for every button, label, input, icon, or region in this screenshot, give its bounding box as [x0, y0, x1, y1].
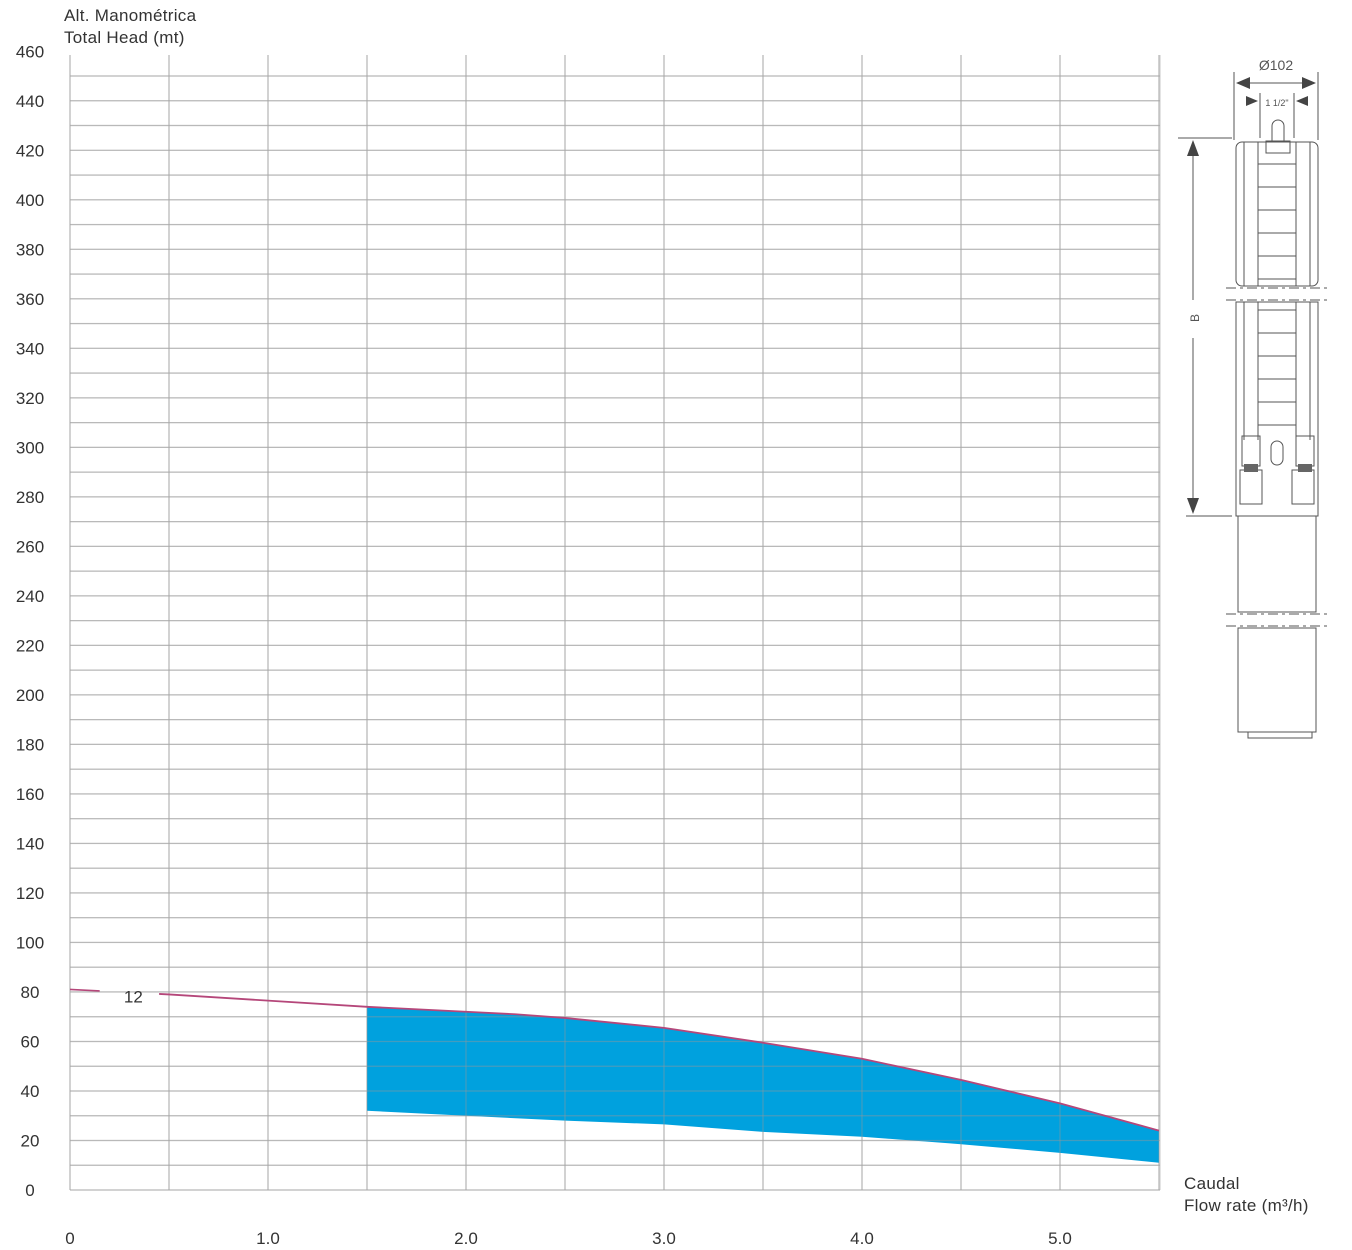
operating-range-layer [367, 1006, 1159, 1163]
y-tick-label: 180 [16, 735, 44, 754]
x-tick-label: 5.0 [1048, 1229, 1072, 1248]
stage-lines-lower [1258, 309, 1296, 426]
length-arrow-bottom [1187, 498, 1199, 514]
intake-slot [1270, 440, 1284, 466]
y-tick-label: 100 [16, 933, 44, 952]
curve-label: 12 [124, 988, 143, 1007]
stage-lines-upper [1258, 163, 1296, 280]
outlet-arrow-left [1246, 96, 1258, 106]
lifting-eye-base [1265, 140, 1291, 154]
y-axis-title-line-1: Alt. Manométrica [64, 6, 197, 25]
y-tick-label: 360 [16, 290, 44, 309]
diameter-arrow-right [1302, 77, 1316, 89]
y-tick-label: 260 [16, 537, 44, 556]
head-curve-layer: 12 [69, 988, 1160, 1132]
pump-body-lower [1235, 301, 1319, 517]
y-tick-label: 460 [16, 42, 44, 61]
y-tick-label: 40 [21, 1082, 40, 1101]
y-tick-label: 400 [16, 191, 44, 210]
x-tick-label: 0 [65, 1229, 74, 1248]
y-tick-label: 160 [16, 785, 44, 804]
y-tick-label: 60 [21, 1032, 40, 1051]
grid [69, 55, 1161, 1191]
bolt-right [1291, 469, 1315, 505]
tick-labels: 0204060801001201401601802002202402602803… [16, 42, 1072, 1248]
motor-base [1247, 731, 1313, 739]
clamp-right [1295, 435, 1315, 467]
diameter-label: Ø102 [1259, 57, 1293, 73]
pump-body-upper [1235, 141, 1319, 287]
x-tick-label: 1.0 [256, 1229, 280, 1248]
y-tick-label: 280 [16, 488, 44, 507]
outlet-label: 1 1/2" [1265, 98, 1288, 108]
y-tick-label: 300 [16, 438, 44, 457]
clamp-left [1241, 435, 1261, 467]
lifting-eye [1271, 119, 1285, 141]
y-tick-label: 220 [16, 636, 44, 655]
x-axis-title-line-2: Flow rate (m³/h) [1184, 1196, 1309, 1215]
length-arrow-top [1187, 140, 1199, 156]
overlay-grid [69, 55, 1160, 1191]
y-tick-label: 140 [16, 834, 44, 853]
y-tick-label: 200 [16, 686, 44, 705]
diameter-arrow-left [1236, 77, 1250, 89]
motor-body-upper [1237, 515, 1317, 613]
outlet-arrow-right [1296, 96, 1308, 106]
y-tick-label: 380 [16, 240, 44, 259]
y-tick-label: 240 [16, 587, 44, 606]
x-axis-title-line-1: Caudal [1184, 1174, 1240, 1193]
y-tick-label: 340 [16, 339, 44, 358]
y-axis-title: Alt. Manométrica Total Head (mt) [64, 5, 196, 49]
y-tick-label: 120 [16, 884, 44, 903]
y-tick-label: 0 [25, 1181, 34, 1200]
motor-body-lower [1237, 627, 1317, 733]
y-tick-label: 80 [21, 983, 40, 1002]
length-label: B [1188, 314, 1202, 322]
bolt-left [1239, 469, 1263, 505]
x-tick-label: 2.0 [454, 1229, 478, 1248]
head-curve [159, 993, 1160, 1132]
x-tick-label: 4.0 [850, 1229, 874, 1248]
x-tick-label: 3.0 [652, 1229, 676, 1248]
pump-dimension-drawing: Ø102 1 1/2" B [1178, 57, 1330, 739]
y-tick-label: 20 [21, 1131, 40, 1150]
y-tick-label: 440 [16, 92, 44, 111]
y-axis-title-line-2: Total Head (mt) [64, 28, 185, 47]
y-tick-label: 420 [16, 141, 44, 160]
y-tick-label: 320 [16, 389, 44, 408]
x-axis-title: Caudal Flow rate (m³/h) [1184, 1173, 1309, 1217]
head-curve-start [69, 988, 100, 992]
operating-range-area [367, 1006, 1159, 1163]
